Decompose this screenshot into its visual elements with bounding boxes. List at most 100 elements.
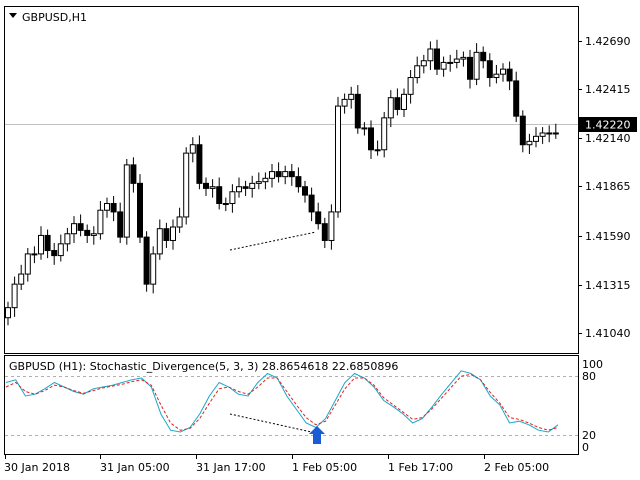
candle-body[interactable]: [328, 211, 335, 241]
candle-body[interactable]: [321, 223, 328, 241]
price-label: 1.41590: [585, 230, 631, 243]
candle-body[interactable]: [295, 176, 302, 188]
candle-body[interactable]: [407, 77, 414, 95]
candle-body[interactable]: [506, 68, 513, 82]
candle-body[interactable]: [460, 56, 467, 60]
candle-body[interactable]: [176, 216, 183, 228]
candle-body[interactable]: [335, 105, 341, 213]
candle-body[interactable]: [5, 307, 11, 319]
candle-body[interactable]: [493, 73, 500, 79]
candle-body[interactable]: [71, 223, 77, 235]
candle-body[interactable]: [354, 93, 361, 129]
candle-body[interactable]: [143, 236, 150, 285]
dropdown-triangle-icon[interactable]: [9, 13, 17, 18]
price-label: 1.41315: [585, 279, 631, 292]
candle-body[interactable]: [236, 186, 242, 193]
candle-body[interactable]: [64, 233, 71, 245]
candle-body[interactable]: [189, 144, 196, 154]
candle-body[interactable]: [361, 127, 368, 130]
candle-body[interactable]: [513, 80, 520, 117]
candle-body[interactable]: [222, 203, 229, 206]
candle-body[interactable]: [170, 226, 176, 241]
candle-body[interactable]: [84, 229, 91, 236]
candle-body[interactable]: [315, 211, 322, 225]
level-label: 20: [582, 429, 596, 442]
candle-body[interactable]: [183, 152, 190, 218]
candle-body[interactable]: [453, 58, 460, 63]
price-label: 1.42415: [585, 83, 631, 96]
price-axis: 1.42690 1.42415 1.42140 1.41865 1.41590 …: [578, 35, 631, 340]
price-label: 1.41865: [585, 180, 631, 193]
candle-body[interactable]: [123, 164, 130, 238]
candle-body[interactable]: [216, 186, 223, 205]
candle-body[interactable]: [539, 132, 546, 137]
current-price-box: [579, 117, 637, 132]
candle-body[interactable]: [394, 97, 401, 110]
candle-body[interactable]: [196, 144, 203, 184]
candle-body[interactable]: [434, 48, 440, 70]
candle-body[interactable]: [440, 61, 447, 70]
indicator-frame[interactable]: [4, 355, 579, 455]
candle-body[interactable]: [341, 98, 348, 107]
price-label: 1.41040: [585, 327, 631, 340]
time-label: 31 Jan 17:00: [196, 461, 266, 474]
candle-body[interactable]: [229, 191, 236, 205]
candle-body[interactable]: [77, 223, 84, 231]
candle-body[interactable]: [51, 250, 58, 257]
candle-body[interactable]: [533, 135, 539, 142]
candle-body[interactable]: [249, 182, 256, 189]
candle-body[interactable]: [473, 51, 480, 80]
candle-body[interactable]: [18, 273, 25, 285]
candle-body[interactable]: [110, 203, 117, 213]
candle-body[interactable]: [275, 171, 282, 178]
candle-body[interactable]: [519, 115, 526, 146]
candle-body[interactable]: [552, 132, 559, 135]
candle-body[interactable]: [414, 65, 421, 79]
candle-body[interactable]: [44, 234, 51, 252]
candle-body[interactable]: [38, 234, 44, 255]
candle-body[interactable]: [262, 177, 269, 183]
candles-group: [5, 39, 559, 326]
current-price-label: 1.42220: [585, 119, 631, 132]
candle-body[interactable]: [368, 127, 374, 151]
candle-body[interactable]: [447, 61, 454, 64]
candle-body[interactable]: [381, 117, 388, 151]
candle-body[interactable]: [387, 97, 394, 119]
candle-body[interactable]: [427, 48, 434, 62]
time-label: 1 Feb 05:00: [292, 461, 357, 474]
candle-body[interactable]: [203, 182, 209, 189]
candle-body[interactable]: [150, 253, 157, 285]
candle-body[interactable]: [255, 181, 262, 184]
candle-body[interactable]: [137, 182, 143, 238]
candle-body[interactable]: [500, 68, 506, 75]
candle-body[interactable]: [104, 203, 110, 211]
candle-body[interactable]: [308, 194, 315, 213]
time-label: 31 Jan 05:00: [100, 461, 170, 474]
candle-body[interactable]: [57, 243, 64, 257]
candle-body[interactable]: [24, 253, 31, 275]
candle-body[interactable]: [90, 233, 97, 236]
candle-body[interactable]: [11, 283, 18, 309]
candle-body[interactable]: [31, 253, 38, 256]
candle-body[interactable]: [374, 149, 381, 152]
candle-body[interactable]: [546, 132, 553, 135]
candle-body[interactable]: [242, 186, 249, 189]
candle-body[interactable]: [401, 93, 407, 110]
candle-body[interactable]: [209, 186, 216, 189]
time-label: 2 Feb 05:00: [484, 461, 549, 474]
candle-body[interactable]: [269, 171, 275, 179]
candle-body[interactable]: [420, 60, 427, 67]
candle-body[interactable]: [130, 164, 137, 184]
candle-body[interactable]: [117, 211, 124, 238]
candle-body[interactable]: [156, 228, 163, 255]
candle-body[interactable]: [467, 56, 473, 80]
candle-body[interactable]: [348, 93, 355, 100]
candle-body[interactable]: [163, 228, 170, 241]
candle-body[interactable]: [288, 171, 295, 178]
candle-body[interactable]: [302, 186, 308, 196]
candle-body[interactable]: [486, 60, 493, 79]
candle-body[interactable]: [97, 209, 104, 235]
candle-body[interactable]: [282, 171, 289, 178]
candle-body[interactable]: [526, 140, 533, 146]
candle-body[interactable]: [480, 51, 487, 62]
